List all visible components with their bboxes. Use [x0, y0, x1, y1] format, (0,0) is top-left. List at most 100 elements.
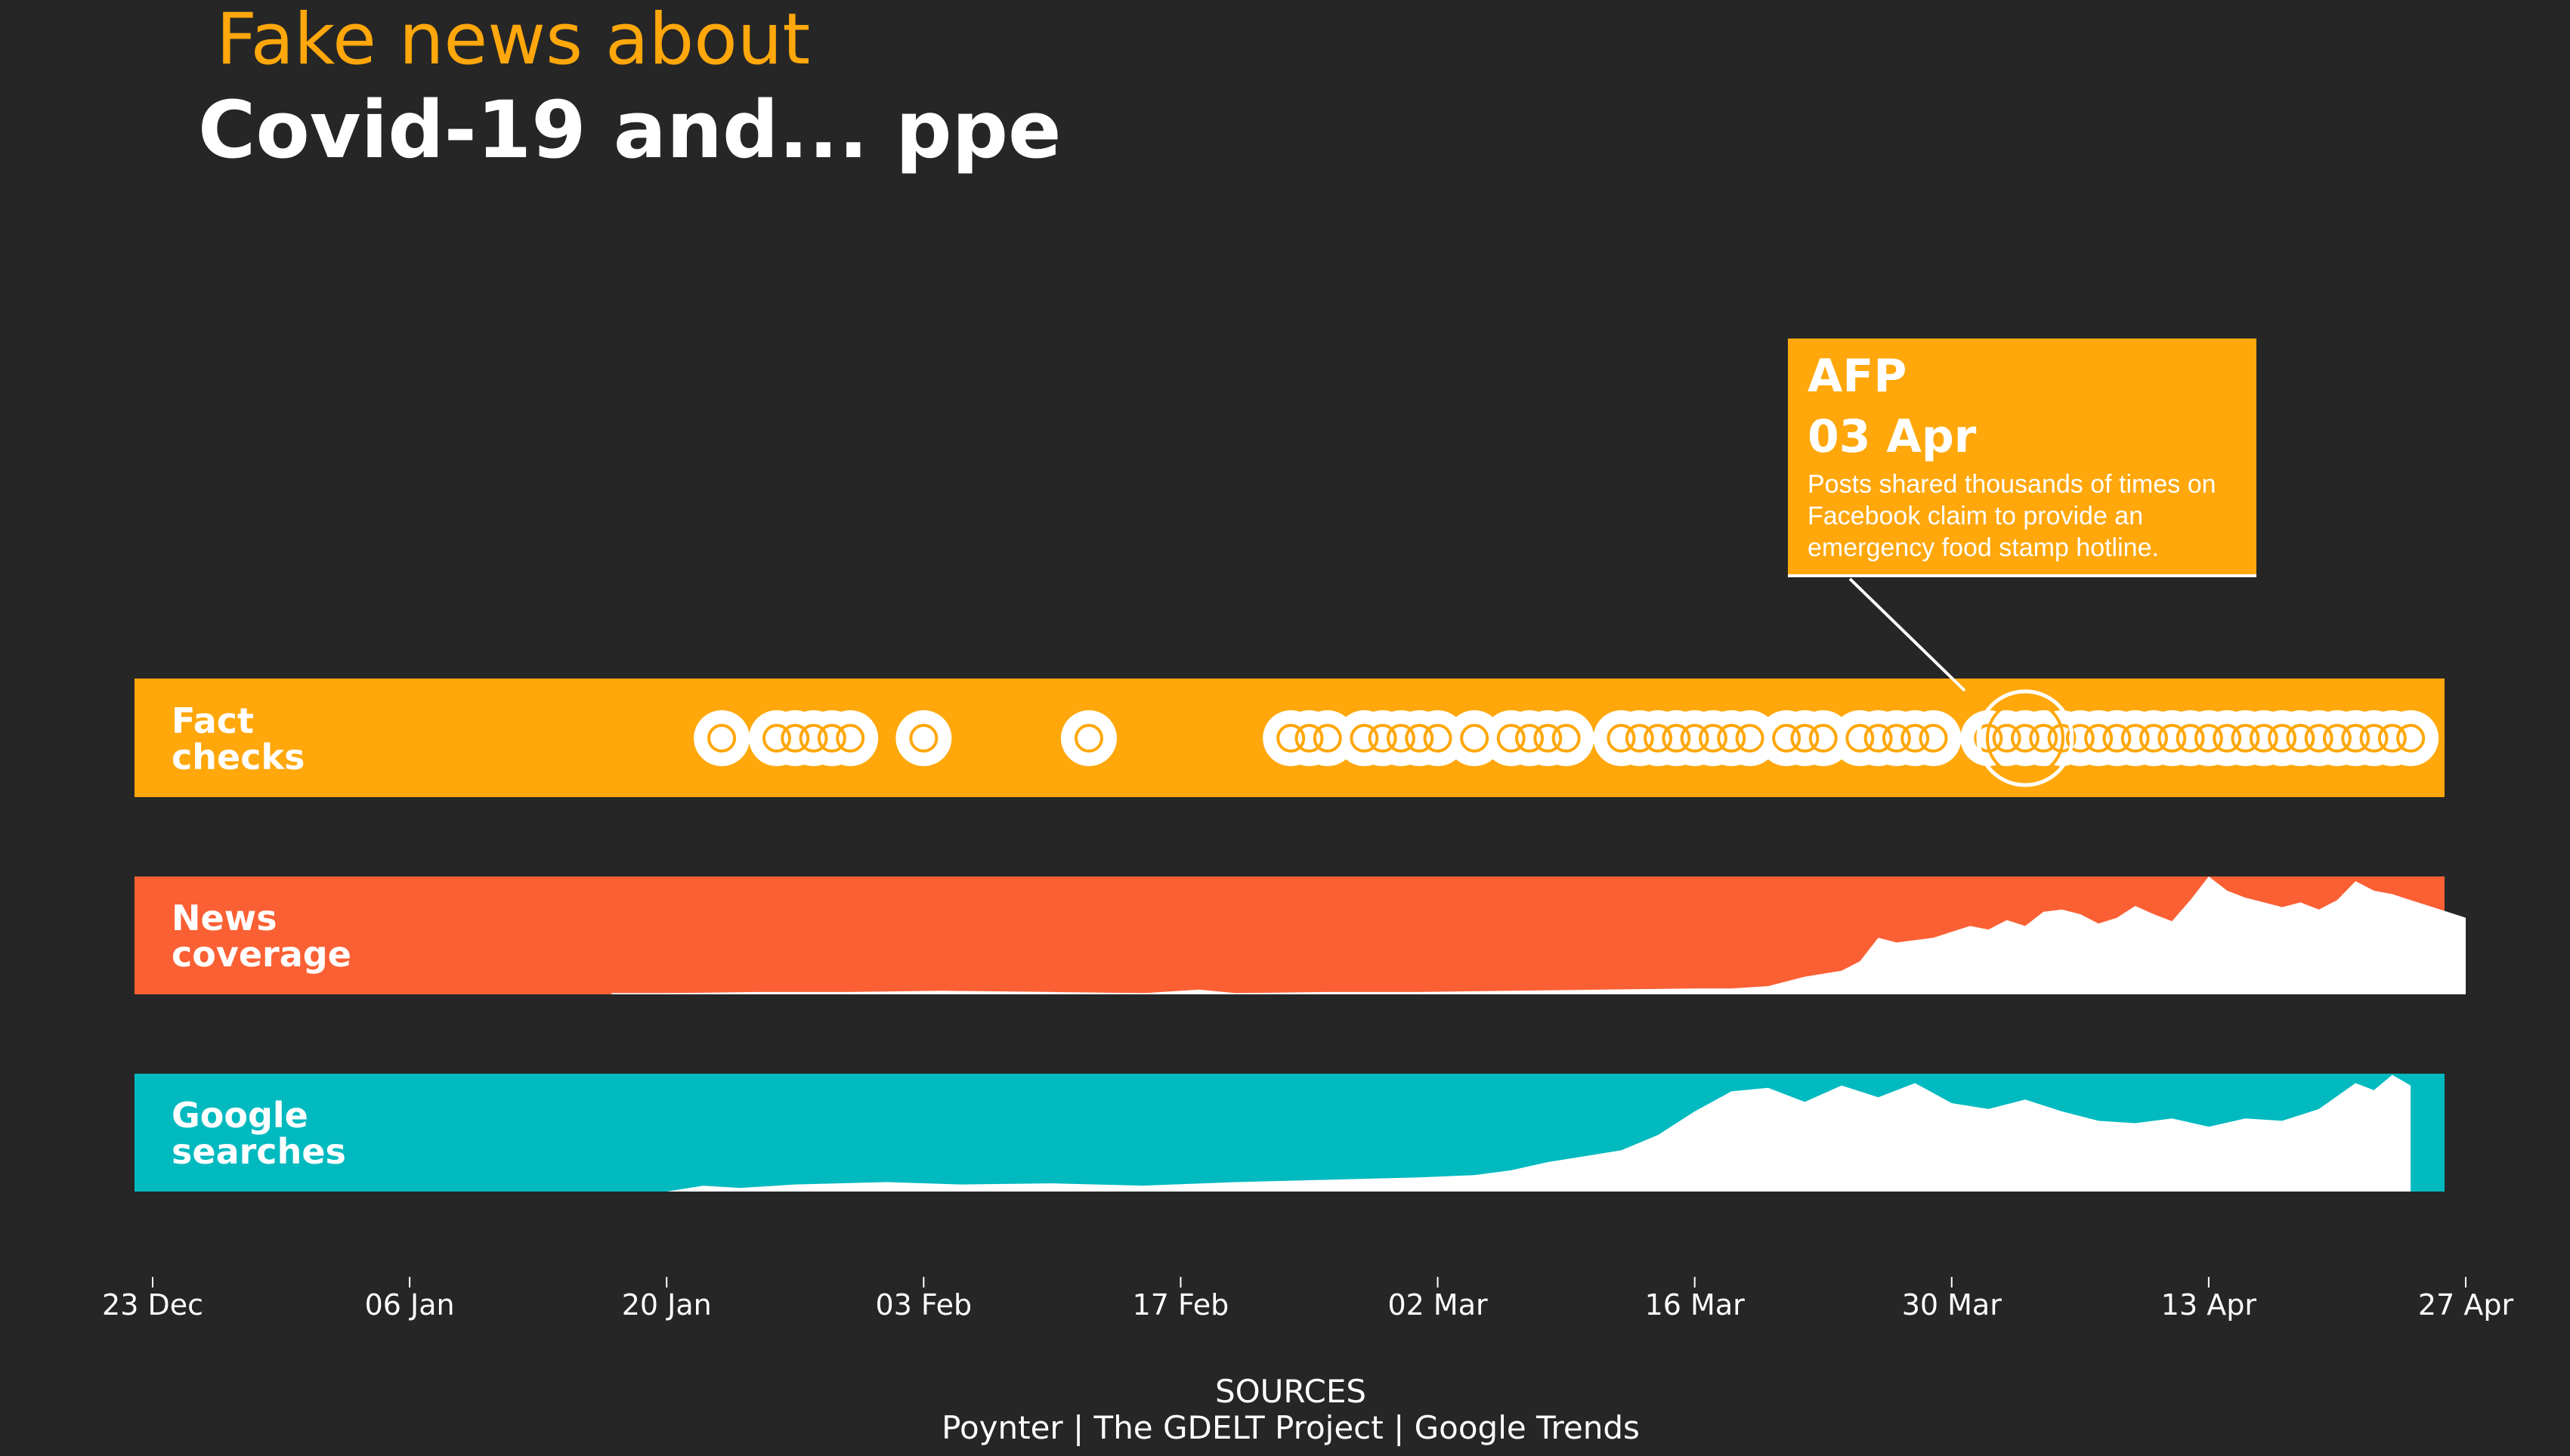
fact-check-highlight-ring — [1976, 689, 2074, 787]
fact-check-point — [822, 710, 879, 766]
x-axis-tick-label: 06 Jan — [365, 1288, 455, 1322]
fact-checks-label-line2: checks — [172, 737, 305, 777]
tooltip-source: AFP — [1808, 350, 1907, 403]
fact-check-point-ring — [2139, 724, 2169, 753]
fact-check-point-ring — [909, 724, 939, 753]
fact-check-point-ring — [1790, 724, 1820, 753]
fact-check-point-ring — [1276, 724, 1306, 753]
tooltip-box — [1788, 338, 2256, 576]
tooltip-text-line1: Posts shared thousands of times on — [1808, 470, 2216, 499]
fact-check-point-ring — [1368, 724, 1397, 753]
google-searches-label-line2: searches — [172, 1131, 346, 1172]
fact-check-point-ring — [1735, 724, 1764, 753]
fact-check-point-ring — [1900, 724, 1930, 753]
fact-check-point-ring — [1625, 724, 1654, 753]
fact-check-point-ring — [2157, 724, 2187, 753]
fact-check-point-ring — [2268, 724, 2297, 753]
tooltip-leader-line — [1848, 577, 1966, 692]
page-title: Covid-19 and... ppe — [198, 84, 1062, 176]
x-axis-tick-label: 30 Mar — [1902, 1288, 2002, 1322]
fact-check-point-ring — [1607, 724, 1636, 753]
x-axis-tick-label: 13 Apr — [2161, 1288, 2257, 1322]
fact-check-marks — [694, 689, 2439, 787]
fact-check-point-ring — [2396, 724, 2426, 753]
fact-check-point-ring — [1698, 724, 1727, 753]
fact-check-point-ring — [1845, 724, 1875, 753]
fact-check-point-ring — [2084, 724, 2114, 753]
news-coverage-area — [611, 876, 2466, 994]
fact-check-point-ring — [1919, 724, 1948, 753]
fact-check-point — [895, 710, 952, 766]
fact-check-point-ring — [1662, 724, 1691, 753]
x-axis-tick-label: 16 Mar — [1645, 1288, 1746, 1322]
fact-check-point-ring — [1496, 724, 1526, 753]
google-searches-label-line1: Google — [172, 1095, 308, 1136]
fact-check-point-ring — [2029, 724, 2058, 753]
fact-check-point-ring — [2176, 724, 2205, 753]
news-coverage-label-line1: News — [172, 898, 277, 938]
x-axis-tick-label: 23 Dec — [102, 1288, 203, 1322]
fact-check-point-ring — [1350, 724, 1379, 753]
x-axis-tick-label: 20 Jan — [622, 1288, 712, 1322]
fact-check-point-ring — [1515, 724, 1545, 753]
fact-checks-label-line1: Fact — [172, 700, 254, 741]
x-axis-tick-label: 17 Feb — [1133, 1288, 1229, 1322]
fact-check-point-ring — [1386, 724, 1415, 753]
tooltip: AFP 03 Apr Posts shared thousands of tim… — [1788, 338, 2256, 692]
fact-check-point-ring — [836, 724, 865, 753]
fact-check-point-ring — [1294, 724, 1324, 753]
fact-check-point-ring — [2102, 724, 2132, 753]
fact-check-point-ring — [817, 724, 846, 753]
fact-check-point-ring — [1644, 724, 1673, 753]
fact-check-point — [694, 710, 750, 766]
news-coverage-label-line2: coverage — [172, 934, 351, 975]
fact-check-point-ring — [2341, 724, 2371, 753]
fact-check-point-ring — [2322, 724, 2352, 753]
fact-check-point — [1060, 710, 1117, 766]
x-axis: 23 Dec 06 Jan 20 Jan 03 Feb 17 Feb 02 Mar 16 M… — [102, 1277, 2513, 1322]
fact-check-point-ring — [1680, 724, 1709, 753]
fact-check-point-ring — [2120, 724, 2150, 753]
fact-check-point-ring — [1551, 724, 1581, 753]
x-axis-tick-label: 03 Feb — [875, 1288, 972, 1322]
x-axis-tick-label: 02 Mar — [1387, 1288, 1488, 1322]
fact-check-point-ring — [1772, 724, 1801, 753]
fact-check-point-ring — [707, 724, 737, 753]
fact-check-point-ring — [799, 724, 828, 753]
fact-check-point-ring — [1423, 724, 1452, 753]
fact-check-point — [1538, 710, 1594, 766]
fact-check-point — [1905, 710, 1962, 766]
fact-check-highlight-inner-ring — [1985, 699, 2064, 777]
fact-check-point-ring — [2377, 724, 2407, 753]
fact-check-point-ring — [2010, 724, 2040, 753]
fact-check-point-ring — [2065, 724, 2095, 753]
fact-check-point-ring — [1863, 724, 1893, 753]
sources-title: SOURCES — [1215, 1373, 1366, 1410]
fact-check-point-ring — [1074, 724, 1103, 753]
x-axis-tick-label: 27 Apr — [2418, 1288, 2514, 1322]
google-searches-area — [666, 1074, 2411, 1192]
fact-check-point-ring — [2359, 724, 2389, 753]
fact-check-point-ring — [2194, 724, 2223, 753]
tooltip-text-line2: Facebook claim to provide an — [1808, 502, 2143, 530]
fact-check-point-ring — [1882, 724, 1911, 753]
fact-check-point-ring — [1717, 724, 1746, 753]
fact-check-point-ring — [762, 724, 791, 753]
fact-check-point-ring — [2231, 724, 2260, 753]
fact-check-point-ring — [1405, 724, 1434, 753]
fact-check-point-ring — [1808, 724, 1838, 753]
fact-check-point-ring — [1460, 724, 1489, 753]
fact-check-point-ring — [2249, 724, 2278, 753]
fact-check-point-ring — [2304, 724, 2333, 753]
fact-check-point — [2383, 710, 2439, 766]
tooltip-date: 03 Apr — [1808, 410, 1977, 463]
fact-check-point-ring — [1313, 724, 1342, 753]
sources-text: Poynter | The GDELT Project | Google Tre… — [942, 1409, 1640, 1446]
fact-check-point-ring — [1992, 724, 2021, 753]
fact-check-point-ring — [781, 724, 810, 753]
fact-check-point-ring — [1533, 724, 1563, 753]
title-line1: Fake news about — [216, 0, 810, 81]
fact-check-point-ring — [2286, 724, 2315, 753]
tooltip-text-line3: emergency food stamp hotline. — [1808, 533, 2159, 562]
